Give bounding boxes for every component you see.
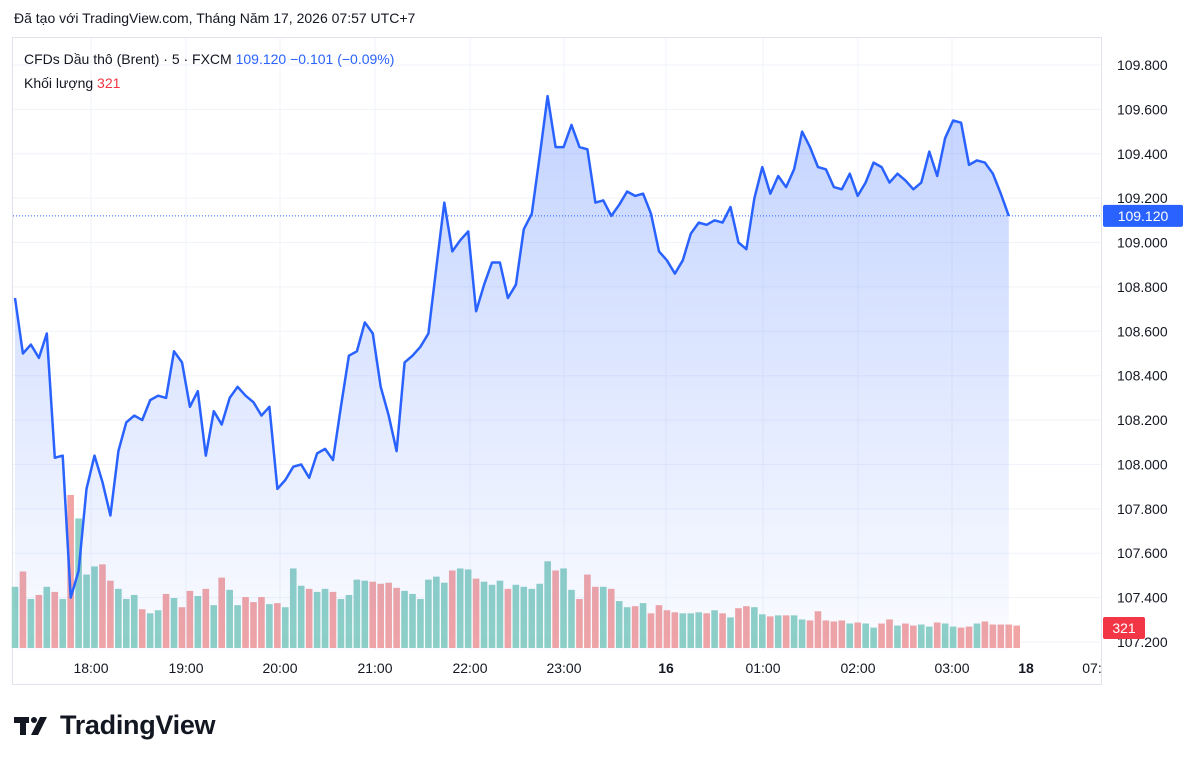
x-tick-label: 23:00 — [546, 660, 581, 676]
y-tick-label: 108.000 — [1117, 456, 1168, 472]
volume-bar — [67, 495, 74, 648]
legend-volume-label: Khối lượng — [24, 75, 94, 91]
x-tick-label: 21:00 — [357, 660, 392, 676]
legend-volume-value: 321 — [97, 75, 121, 91]
volume-tag-label: 321 — [1112, 620, 1136, 636]
y-tick-label: 107.600 — [1117, 545, 1168, 561]
x-tick-label: 03:00 — [934, 660, 969, 676]
tradingview-logo-icon — [14, 716, 47, 735]
y-tick-label: 109.600 — [1117, 101, 1168, 117]
x-tick-label: 02:00 — [840, 660, 875, 676]
y-tick-label: 108.400 — [1117, 368, 1168, 384]
y-tick-label: 109.000 — [1117, 235, 1168, 251]
y-tick-label: 109.800 — [1117, 57, 1168, 73]
chart-legend: CFDs Dầu thô (Brent) · 5 · FXCM 109.120 … — [24, 47, 394, 95]
y-tick-label: 109.400 — [1117, 146, 1168, 162]
y-tick-label: 108.600 — [1117, 323, 1168, 339]
volume-tag — [1103, 617, 1145, 639]
y-tick-label: 107.800 — [1117, 501, 1168, 517]
x-tick-label: 18 — [1018, 660, 1034, 676]
chart-frame — [12, 37, 1102, 685]
legend-last-price: 109.120 — [235, 51, 287, 67]
tradingview-logo-text: TradingView — [60, 710, 216, 740]
price-area — [15, 96, 1009, 651]
x-tick-label: 01:00 — [745, 660, 780, 676]
x-tick-label: 19:00 — [168, 660, 203, 676]
volume-bar — [1013, 625, 1020, 648]
x-tick-label: 22:00 — [452, 660, 487, 676]
y-tick-label: 107.400 — [1117, 590, 1168, 606]
x-tick-label: 20:00 — [262, 660, 297, 676]
last-price-tag-label: 109.120 — [1118, 208, 1169, 224]
last-price-tag — [1103, 204, 1183, 227]
legend-symbol: CFDs Dầu thô (Brent) · 5 · FXCM — [24, 51, 232, 67]
chart-caption: Đã tạo với TradingView.com, Tháng Năm 17… — [14, 10, 416, 26]
x-tick-label: 07: — [1082, 660, 1101, 676]
y-tick-label: 109.200 — [1117, 190, 1168, 206]
y-tick-label: 108.200 — [1117, 412, 1168, 428]
x-tick-label: 18:00 — [73, 660, 108, 676]
legend-change: −0.101 (−0.09%) — [290, 51, 395, 67]
legend-symbol-row: CFDs Dầu thô (Brent) · 5 · FXCM 109.120 … — [24, 47, 394, 71]
legend-volume-row: Khối lượng 321 — [24, 71, 394, 95]
price-line — [13, 94, 1010, 599]
y-tick-label: 108.800 — [1117, 279, 1168, 295]
x-tick-label: 16 — [658, 660, 674, 676]
tradingview-logo[interactable]: TradingView — [14, 710, 216, 741]
